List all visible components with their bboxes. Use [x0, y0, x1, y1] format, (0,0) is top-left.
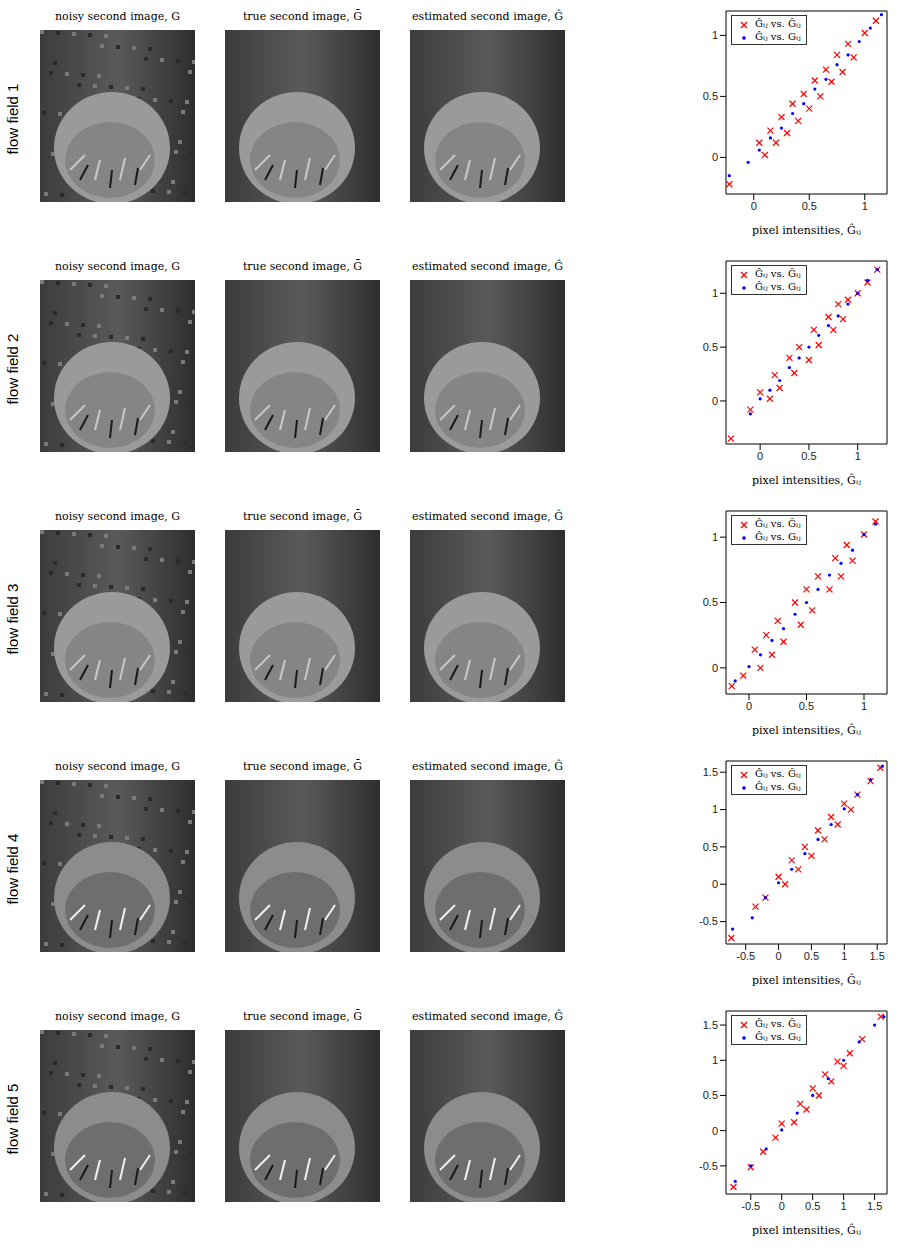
svg-text:-0.5: -0.5 — [736, 950, 755, 962]
svg-text:pixel intensities, Ĝᵢⱼ: pixel intensities, Ĝᵢⱼ — [752, 473, 861, 486]
svg-text:0: 0 — [712, 395, 718, 407]
svg-text:1.5: 1.5 — [869, 950, 884, 962]
svg-text:1: 1 — [712, 531, 718, 543]
html-text:true second image, Ḡ: true second image, Ḡ — [242, 510, 363, 523]
html-text:true second image, Ḡ: true second image, Ḡ — [242, 10, 363, 23]
html-text:Ĝᵢⱼ vs. Ḡᵢⱼ: Ĝᵢⱼ vs. Ḡᵢⱼ — [755, 268, 801, 279]
html-text:Ĝᵢⱼ vs. Ḡᵢⱼ: Ĝᵢⱼ vs. Ḡᵢⱼ — [755, 768, 801, 779]
html-text:noisy second image, G: noisy second image, G — [55, 10, 180, 23]
html-text:Ĝᵢⱼ vs. Ḡᵢⱼ: Ĝᵢⱼ vs. Ḡᵢⱼ — [755, 518, 801, 529]
html-text:Ĝᵢⱼ vs. Gᵢⱼ: Ĝᵢⱼ vs. Gᵢⱼ — [755, 281, 801, 292]
html-text:Ĝᵢⱼ vs. Gᵢⱼ: Ĝᵢⱼ vs. Gᵢⱼ — [755, 531, 801, 542]
svg-text:1: 1 — [861, 700, 867, 712]
svg-text:0: 0 — [712, 1125, 718, 1137]
svg-text:0: 0 — [776, 950, 782, 962]
svg-text:pixel intensities, Ĝᵢⱼ: pixel intensities, Ĝᵢⱼ — [752, 1223, 861, 1236]
html-text:flow field 1: flow field 1 — [4, 83, 21, 155]
html-text:Ĝᵢⱼ vs. Gᵢⱼ: Ĝᵢⱼ vs. Gᵢⱼ — [755, 31, 801, 42]
html-text:estimated second image, Ĝ: estimated second image, Ĝ — [412, 10, 563, 23]
svg-text:1: 1 — [712, 29, 718, 41]
html-text:estimated second image, Ĝ: estimated second image, Ĝ — [412, 510, 563, 523]
svg-text:-0.5: -0.5 — [699, 1160, 718, 1172]
svg-text:0.5: 0.5 — [703, 841, 718, 853]
svg-text:1.5: 1.5 — [703, 766, 718, 778]
svg-text:0.5: 0.5 — [703, 1089, 718, 1101]
html-text:flow field 2: flow field 2 — [4, 333, 21, 405]
svg-text:0: 0 — [712, 878, 718, 890]
svg-text:pixel intensities, Ĝᵢⱼ: pixel intensities, Ĝᵢⱼ — [752, 723, 861, 736]
html-text:Ĝᵢⱼ vs. Gᵢⱼ: Ĝᵢⱼ vs. Gᵢⱼ — [755, 781, 801, 792]
svg-text:1: 1 — [712, 803, 718, 815]
svg-text:1: 1 — [712, 287, 718, 299]
html-text:flow field 3: flow field 3 — [4, 583, 21, 655]
svg-text:0.5: 0.5 — [703, 90, 718, 102]
svg-text:0: 0 — [712, 662, 718, 674]
html-text:estimated second image, Ĝ: estimated second image, Ĝ — [412, 1010, 563, 1023]
svg-text:0.5: 0.5 — [802, 200, 817, 212]
svg-text:1: 1 — [841, 950, 847, 962]
svg-text:1: 1 — [841, 1200, 847, 1212]
svg-text:0: 0 — [757, 450, 763, 462]
svg-text:0.5: 0.5 — [703, 596, 718, 608]
svg-text:pixel intensities, Ĝᵢⱼ: pixel intensities, Ĝᵢⱼ — [752, 223, 861, 236]
html-text:noisy second image, G: noisy second image, G — [55, 260, 180, 273]
html-text:true second image, Ḡ: true second image, Ḡ — [242, 260, 363, 273]
html-text:true second image, Ḡ: true second image, Ḡ — [242, 1010, 363, 1023]
svg-text:-0.5: -0.5 — [699, 915, 718, 927]
html-text:estimated second image, Ĝ: estimated second image, Ĝ — [412, 260, 563, 273]
html-text:noisy second image, G: noisy second image, G — [55, 1010, 180, 1023]
svg-text:0: 0 — [751, 200, 757, 212]
html-text:noisy second image, G: noisy second image, G — [55, 760, 180, 773]
svg-text:1.5: 1.5 — [703, 1019, 718, 1031]
svg-text:0.5: 0.5 — [804, 950, 819, 962]
svg-text:pixel intensities, Ĝᵢⱼ: pixel intensities, Ĝᵢⱼ — [752, 973, 861, 986]
svg-text:0.5: 0.5 — [703, 341, 718, 353]
html-text:Ĝᵢⱼ vs. Gᵢⱼ: Ĝᵢⱼ vs. Gᵢⱼ — [755, 1031, 801, 1042]
svg-text:1: 1 — [862, 200, 868, 212]
svg-text:0.5: 0.5 — [805, 1200, 820, 1212]
html-text:flow field 5: flow field 5 — [4, 1083, 21, 1155]
html-text:Ĝᵢⱼ vs. Ḡᵢⱼ: Ĝᵢⱼ vs. Ḡᵢⱼ — [755, 1018, 801, 1029]
svg-text:0: 0 — [712, 151, 718, 163]
svg-text:0: 0 — [746, 700, 752, 712]
html-text:estimated second image, Ĝ: estimated second image, Ĝ — [412, 760, 563, 773]
html-text:true second image, Ḡ: true second image, Ḡ — [242, 760, 363, 773]
html-text:Ĝᵢⱼ vs. Ḡᵢⱼ: Ĝᵢⱼ vs. Ḡᵢⱼ — [755, 18, 801, 29]
svg-text:0: 0 — [779, 1200, 785, 1212]
svg-text:0.5: 0.5 — [799, 700, 814, 712]
svg-text:1.5: 1.5 — [867, 1200, 882, 1212]
svg-text:0.5: 0.5 — [801, 450, 816, 462]
svg-text:-0.5: -0.5 — [741, 1200, 760, 1212]
html-text:flow field 4: flow field 4 — [4, 833, 21, 905]
html-text:noisy second image, G: noisy second image, G — [55, 510, 180, 523]
svg-text:1: 1 — [855, 450, 861, 462]
svg-text:1: 1 — [712, 1054, 718, 1066]
